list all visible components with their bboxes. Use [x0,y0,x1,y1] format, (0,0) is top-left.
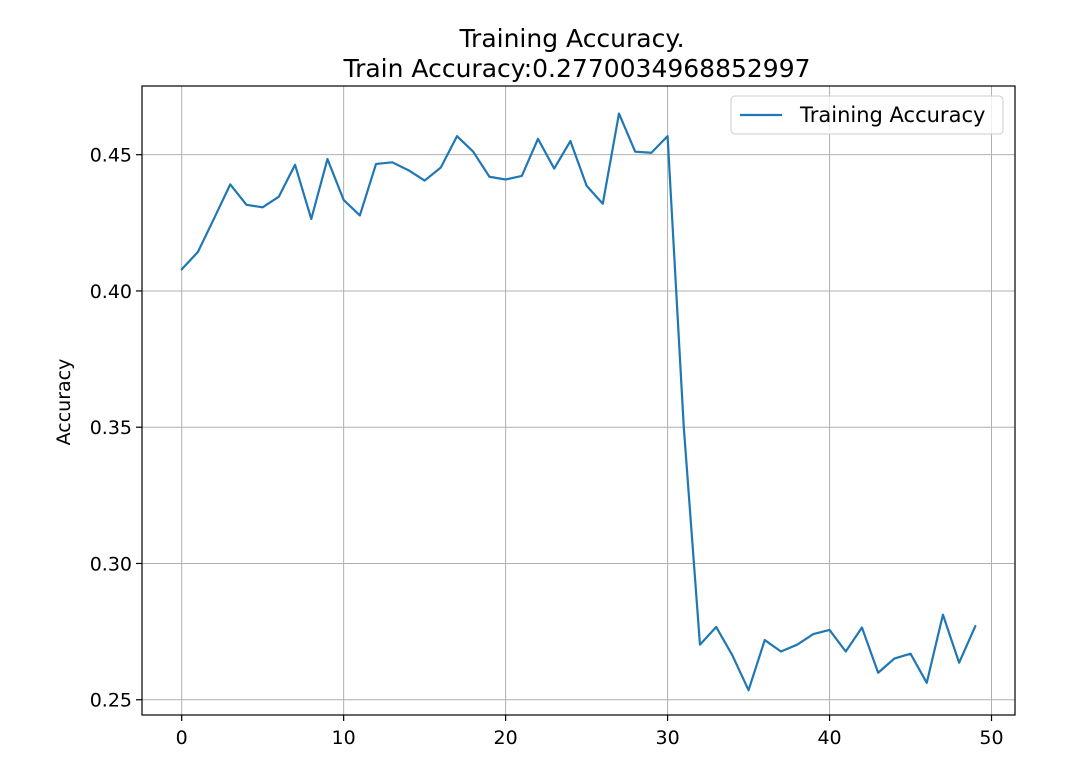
series-layer [180,112,977,692]
grid-lines [142,86,1015,715]
legend: Training Accuracy [730,95,1004,135]
y-axis-label: Accuracy [53,359,75,446]
y-tick-label: 0.35 [90,417,132,439]
x-tick-label: 0 [176,727,188,749]
y-tick-label: 0.30 [90,553,132,575]
x-tick-label: 30 [655,727,679,749]
chart-title: Training Accuracy. [458,24,684,53]
y-tick-label: 0.40 [90,281,132,303]
plot-frame [141,85,1016,716]
y-tick-label: 0.25 [90,690,132,712]
x-tick-label: 20 [494,727,518,749]
legend-label: Training Accuracy [799,103,985,127]
x-tick-label: 40 [817,727,841,749]
series-line-training-accuracy [180,112,977,692]
axis-ticks: 0 10 20 30 40 50 0.25 0.30 0.35 0.40 0.45 [90,145,1004,749]
x-tick-label: 10 [332,727,356,749]
y-tick-label: 0.45 [90,145,132,167]
chart-subtitle: Train Accuracy:0.27700349688529​97 [342,54,810,83]
legend-box [730,95,1004,135]
x-tick-label: 50 [979,727,1003,749]
